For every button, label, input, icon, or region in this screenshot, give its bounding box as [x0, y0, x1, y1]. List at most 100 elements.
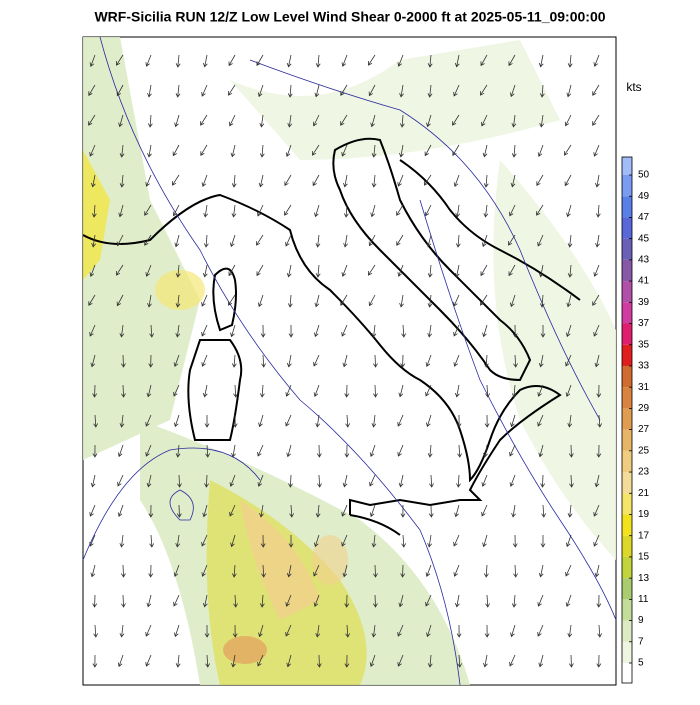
- wind-arrow: [344, 594, 350, 608]
- wind-arrow: [144, 234, 152, 246]
- wind-arrow: [593, 144, 600, 157]
- wind-arrow: [172, 204, 180, 217]
- wind-arrow: [398, 384, 404, 398]
- wind-arrow: [231, 174, 237, 188]
- colorbar-tick-label: 7: [638, 636, 644, 647]
- wind-arrow: [513, 354, 518, 368]
- wind-arrow: [259, 144, 265, 158]
- wind-arrow: [537, 414, 544, 427]
- colorbar-tick-label: 15: [638, 552, 650, 563]
- wind-arrow: [456, 474, 461, 488]
- wind-arrow: [119, 144, 125, 158]
- wind-arrow: [204, 474, 209, 488]
- wind-arrow: [510, 174, 516, 188]
- wind-arrow: [231, 564, 237, 578]
- wind-arrow: [511, 384, 517, 398]
- colorbar-segment: [622, 663, 632, 683]
- wind-arrow: [427, 534, 433, 548]
- wind-arrow: [316, 444, 322, 458]
- wind-arrow: [315, 54, 321, 68]
- wind-arrow: [482, 144, 488, 158]
- wind-arrow: [344, 654, 350, 668]
- colorbar-segment: [622, 238, 632, 260]
- wind-arrow: [397, 654, 404, 667]
- wind-arrow: [593, 324, 600, 337]
- wind-arrow: [345, 624, 351, 638]
- wind-arrow: [228, 294, 236, 306]
- wind-arrow: [538, 564, 544, 578]
- wind-arrow: [453, 174, 460, 188]
- wind-arrow: [177, 474, 182, 488]
- wind-arrow: [201, 84, 208, 97]
- wind-arrow: [566, 84, 572, 98]
- colorbar-tick-label: 19: [638, 509, 650, 520]
- wind-arrow: [368, 234, 376, 247]
- wind-arrow: [286, 354, 292, 368]
- shading: [83, 37, 616, 685]
- wind-arrow: [424, 144, 432, 157]
- wind-arrow: [565, 384, 572, 398]
- wind-arrow: [510, 624, 516, 638]
- colorbar-tick-label: 17: [638, 530, 650, 541]
- wind-arrow: [92, 654, 98, 668]
- wind-arrow: [287, 114, 293, 128]
- wind-arrow: [200, 114, 208, 126]
- wind-arrow: [539, 294, 545, 308]
- wind-arrow: [286, 564, 292, 578]
- colorbar-tick-label: 33: [638, 361, 650, 372]
- wind-arrow: [172, 144, 180, 157]
- wind-arrow: [173, 384, 180, 397]
- wind-arrow: [229, 114, 236, 127]
- wind-arrow: [596, 384, 602, 398]
- wind-arrow: [369, 474, 376, 487]
- wind-arrow: [313, 564, 320, 577]
- wind-arrow: [596, 444, 602, 458]
- wind-arrow: [427, 54, 433, 68]
- wind-arrow: [90, 354, 96, 368]
- wind-arrow: [259, 594, 265, 608]
- colorbar-segment: [622, 641, 632, 663]
- wind-arrow: [341, 504, 348, 517]
- wind-arrow: [201, 534, 208, 547]
- wind-arrow: [257, 474, 264, 487]
- wind-arrow: [480, 54, 488, 67]
- wind-arrow: [312, 114, 320, 127]
- wind-arrow: [371, 534, 377, 548]
- wind-arrow: [233, 594, 238, 608]
- wind-arrow: [230, 534, 236, 548]
- wind-arrow: [372, 384, 378, 398]
- wind-arrow: [121, 384, 126, 398]
- wind-arrow: [201, 564, 208, 577]
- wind-arrow: [231, 354, 237, 368]
- wind-arrow: [509, 654, 516, 667]
- wind-arrow: [397, 414, 404, 427]
- wind-arrow: [260, 324, 266, 338]
- wind-arrow: [509, 294, 516, 308]
- wind-arrow: [117, 444, 124, 458]
- wind-arrow: [313, 594, 320, 607]
- wind-arrow: [344, 444, 350, 458]
- colorbar-tick-label: 39: [638, 297, 650, 308]
- wind-arrow: [509, 84, 516, 98]
- wind-arrow: [594, 474, 600, 488]
- wind-arrow: [453, 564, 460, 577]
- wind-arrow: [539, 84, 545, 98]
- wind-arrow: [173, 564, 180, 577]
- colorbar-tick-label: 27: [638, 424, 650, 435]
- wind-arrow: [119, 534, 125, 548]
- wind-arrow: [371, 414, 377, 428]
- wind-arrow: [230, 324, 236, 338]
- wind-arrow: [228, 264, 236, 277]
- colorbar-segment: [622, 450, 632, 473]
- colorbar-tick-label: 29: [638, 403, 650, 414]
- wind-arrow: [92, 384, 98, 398]
- colorbar-tick-label: 47: [638, 212, 650, 223]
- wind-arrow: [595, 174, 600, 188]
- wind-arrow: [342, 354, 348, 368]
- wind-arrow: [457, 444, 462, 458]
- wind-arrow: [285, 384, 292, 397]
- wind-arrow: [564, 114, 572, 127]
- wind-arrow: [257, 204, 264, 217]
- wind-arrow: [145, 654, 152, 667]
- wind-arrow: [148, 354, 154, 368]
